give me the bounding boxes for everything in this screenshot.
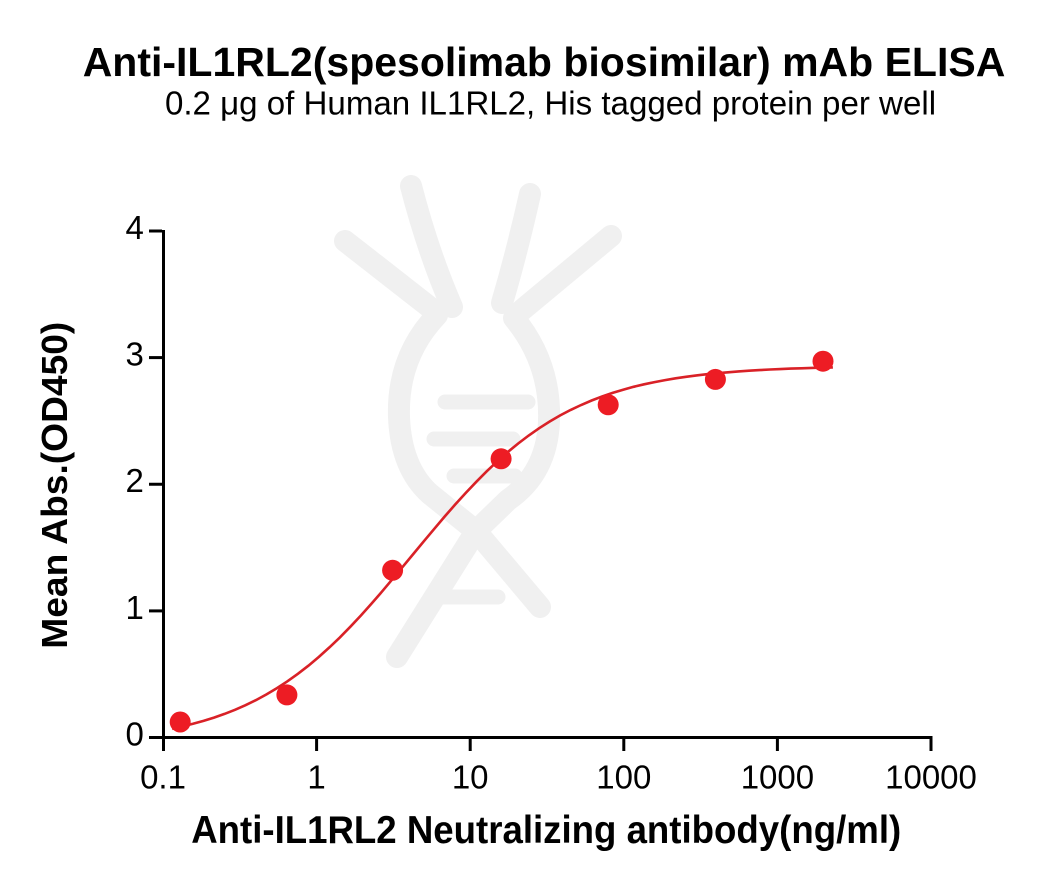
- svg-text:100: 100: [596, 759, 651, 796]
- svg-text:Anti-IL1RL2 Neutralizing antib: Anti-IL1RL2 Neutralizing antibody(ng/ml): [191, 809, 901, 852]
- svg-text:Anti-IL1RL2(spesolimab biosimi: Anti-IL1RL2(spesolimab biosimilar) mAb E…: [83, 39, 1006, 85]
- svg-text:2: 2: [125, 462, 143, 499]
- svg-text:0: 0: [125, 715, 143, 752]
- svg-text:1: 1: [125, 589, 143, 626]
- svg-text:1: 1: [307, 759, 325, 796]
- svg-text:4: 4: [125, 209, 143, 246]
- svg-text:0.1: 0.1: [140, 759, 186, 796]
- svg-text:3: 3: [125, 336, 143, 373]
- svg-text:Mean Abs.(OD450): Mean Abs.(OD450): [34, 322, 75, 649]
- svg-text:0.2 μg of Human IL1RL2, His ta: 0.2 μg of Human IL1RL2, His tagged prote…: [165, 86, 936, 123]
- svg-text:10: 10: [452, 759, 489, 796]
- svg-text:10000: 10000: [885, 759, 977, 796]
- svg-text:1000: 1000: [741, 759, 814, 796]
